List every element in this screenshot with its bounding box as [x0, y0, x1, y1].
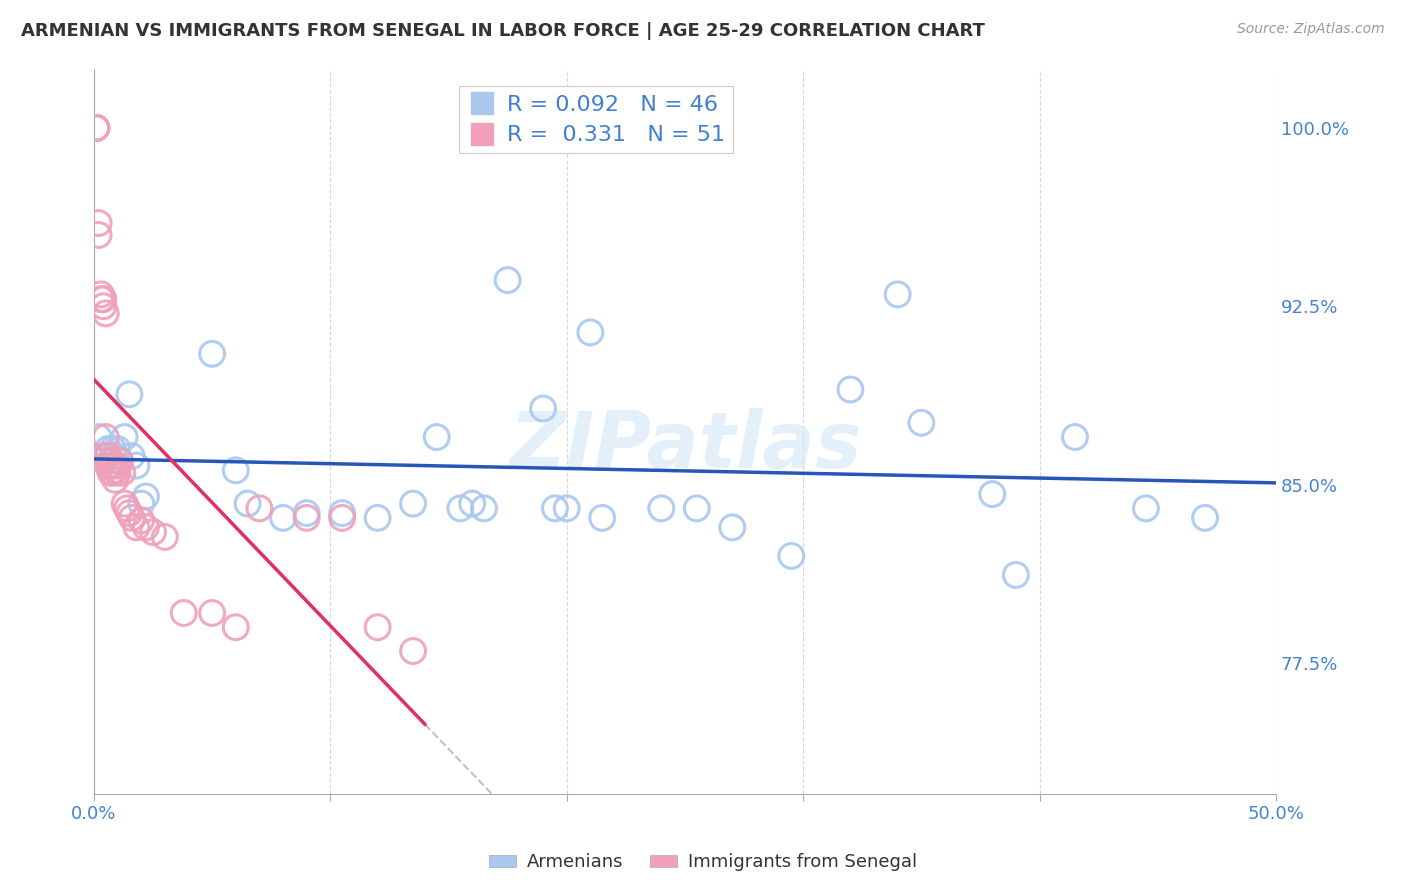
Point	[100, 466, 122, 480]
Point	[115, 501, 138, 516]
Point	[93, 292, 115, 306]
Point	[555, 501, 578, 516]
Point	[94, 449, 117, 463]
Point	[125, 520, 148, 534]
Point	[107, 458, 129, 473]
Point	[87, 430, 110, 444]
Point	[101, 442, 124, 456]
Point	[367, 620, 389, 634]
Point	[1135, 501, 1157, 516]
Point	[107, 442, 129, 456]
Point	[90, 287, 112, 301]
Point	[97, 458, 120, 473]
Point	[449, 501, 471, 516]
Point	[330, 511, 353, 525]
Point	[1064, 430, 1087, 444]
Point	[104, 473, 127, 487]
Point	[114, 497, 136, 511]
Point	[1194, 511, 1216, 525]
Point	[686, 501, 709, 516]
Point	[201, 347, 224, 361]
Point	[108, 454, 131, 468]
Point	[201, 606, 224, 620]
Text: ARMENIAN VS IMMIGRANTS FROM SENEGAL IN LABOR FORCE | AGE 25-29 CORRELATION CHART: ARMENIAN VS IMMIGRANTS FROM SENEGAL IN L…	[21, 22, 986, 40]
Text: Source: ZipAtlas.com: Source: ZipAtlas.com	[1237, 22, 1385, 37]
Point	[135, 520, 157, 534]
Point	[93, 299, 115, 313]
Point	[93, 454, 115, 468]
Point	[295, 511, 318, 525]
Point	[402, 497, 425, 511]
Point	[101, 466, 124, 480]
Point	[839, 383, 862, 397]
Point	[135, 490, 157, 504]
Point	[910, 416, 932, 430]
Point	[579, 326, 602, 340]
Point	[886, 287, 908, 301]
Point	[295, 506, 318, 520]
Text: ZIPatlas: ZIPatlas	[509, 408, 860, 483]
Point	[94, 430, 117, 444]
Point	[84, 120, 107, 135]
Point	[780, 549, 803, 563]
Point	[104, 449, 127, 463]
Point	[225, 463, 247, 477]
Point	[114, 430, 136, 444]
Point	[173, 606, 195, 620]
Point	[101, 458, 124, 473]
Point	[591, 511, 613, 525]
Point	[236, 497, 259, 511]
Point	[118, 506, 141, 520]
Point	[100, 458, 122, 473]
Point	[129, 497, 152, 511]
Point	[94, 449, 117, 463]
Point	[97, 442, 120, 456]
Point	[1005, 568, 1028, 582]
Point	[153, 530, 176, 544]
Point	[129, 513, 152, 527]
Point	[271, 511, 294, 525]
Point	[84, 120, 107, 135]
Point	[107, 466, 129, 480]
Point	[84, 120, 107, 135]
Point	[97, 449, 120, 463]
Point	[426, 430, 449, 444]
Point	[90, 449, 112, 463]
Point	[531, 401, 554, 416]
Point	[721, 520, 744, 534]
Point	[367, 511, 389, 525]
Legend: Armenians, Immigrants from Senegal: Armenians, Immigrants from Senegal	[481, 847, 925, 879]
Point	[104, 463, 127, 477]
Point	[84, 120, 107, 135]
Point	[225, 620, 247, 634]
Point	[90, 292, 112, 306]
Point	[142, 525, 165, 540]
Point	[118, 387, 141, 401]
Point	[472, 501, 495, 516]
Point	[981, 487, 1004, 501]
Point	[111, 466, 134, 480]
Point	[249, 501, 271, 516]
Point	[121, 511, 143, 525]
Point	[544, 501, 567, 516]
Legend: R = 0.092   N = 46, R =  0.331   N = 51: R = 0.092 N = 46, R = 0.331 N = 51	[458, 87, 734, 153]
Point	[125, 458, 148, 473]
Point	[87, 216, 110, 230]
Point	[650, 501, 672, 516]
Point	[87, 227, 110, 242]
Point	[461, 497, 484, 511]
Point	[94, 306, 117, 320]
Point	[402, 644, 425, 658]
Point	[496, 273, 519, 287]
Point	[108, 454, 131, 468]
Point	[100, 454, 122, 468]
Point	[330, 506, 353, 520]
Point	[121, 449, 143, 463]
